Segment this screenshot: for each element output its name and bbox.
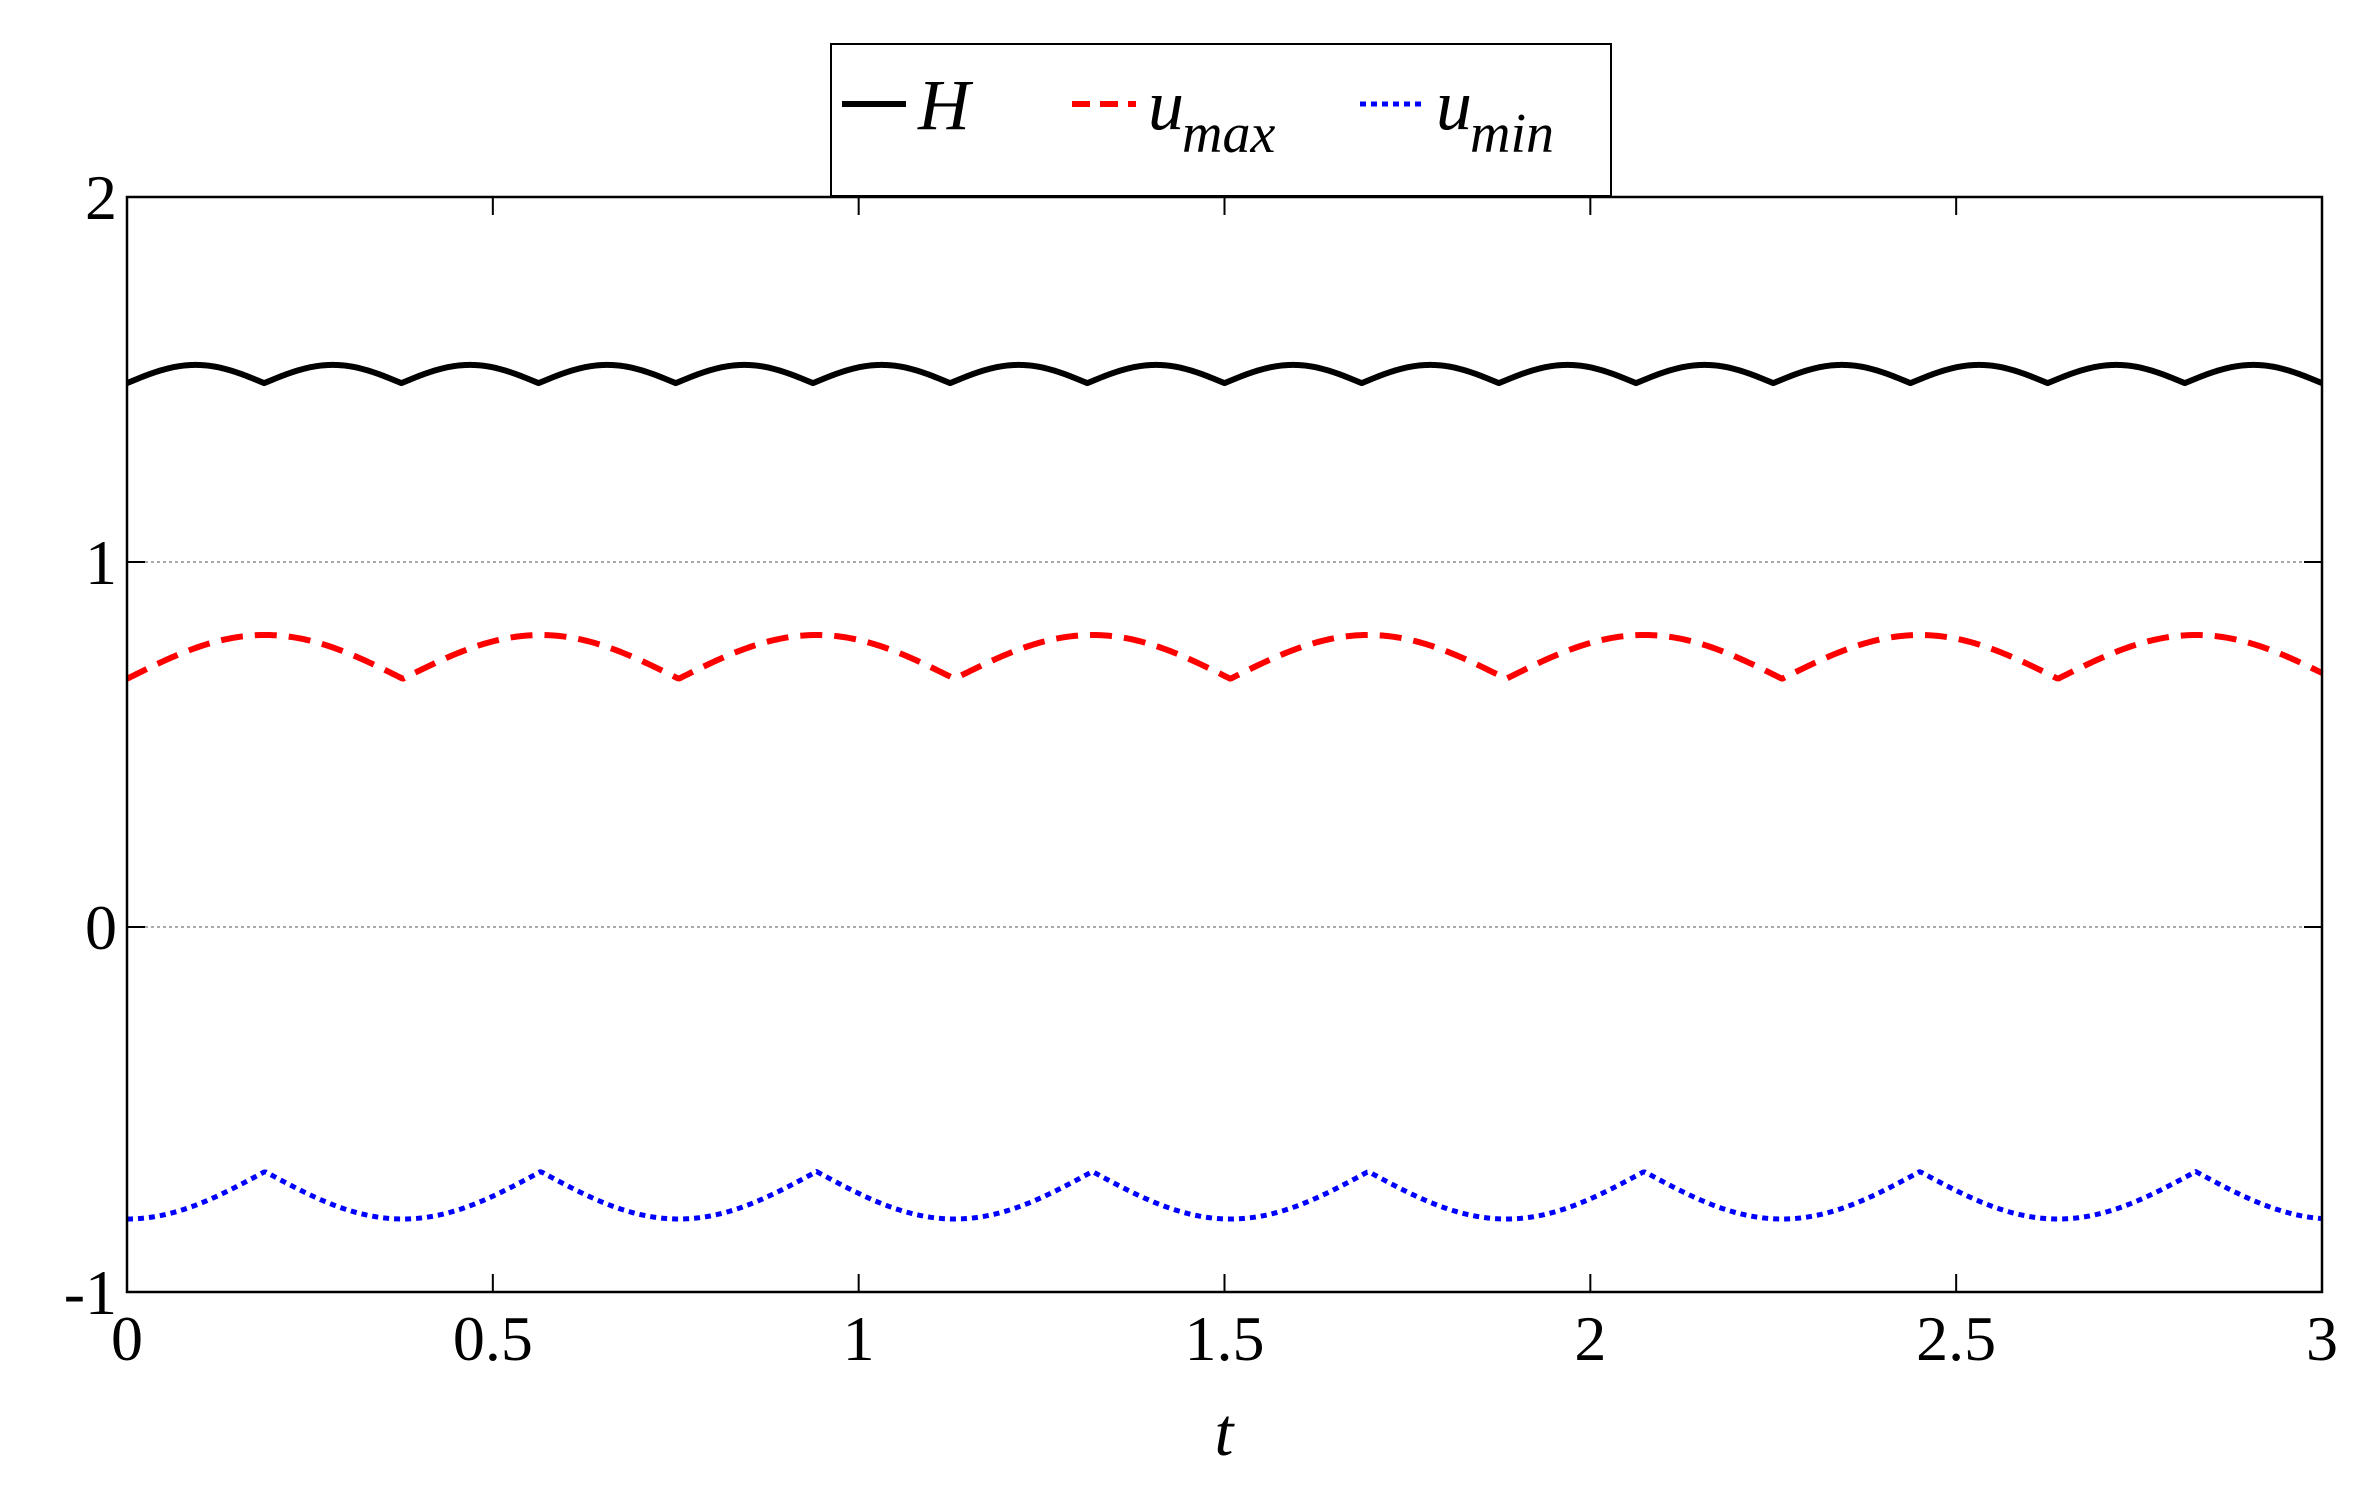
legend-label-u-min: u (1436, 65, 1472, 145)
x-tick-label: 1 (843, 1303, 875, 1374)
y-tick-label: 2 (85, 162, 117, 233)
legend-subscript-u-max: max (1182, 103, 1275, 165)
series-layer (125, 361, 2324, 1222)
y-tick-label: 0 (85, 892, 117, 963)
series-line-u-min (126, 1169, 2323, 1222)
series-line-h (125, 361, 2324, 387)
y-tick-label: 1 (85, 527, 117, 598)
x-tick-label: 0 (111, 1303, 143, 1374)
x-tick-label: 3 (2306, 1303, 2338, 1374)
plot-frame (125, 195, 2324, 1294)
legend-label-u-max: u (1148, 65, 1184, 145)
x-axis-title: t (1215, 1394, 1236, 1470)
y-tick-label: -1 (64, 1257, 117, 1328)
legend-subscript-u-min: min (1470, 103, 1554, 165)
x-tick-label: 2.5 (1916, 1303, 1996, 1374)
x-tick-label: 2 (1574, 1303, 1606, 1374)
legend-label-h: H (917, 65, 974, 145)
x-tick-label: 0.5 (453, 1303, 533, 1374)
series-line-u-max (125, 632, 2324, 682)
x-tick-label: 1.5 (1185, 1303, 1265, 1374)
legend-box (830, 43, 1612, 197)
grid-layer (127, 561, 2322, 928)
